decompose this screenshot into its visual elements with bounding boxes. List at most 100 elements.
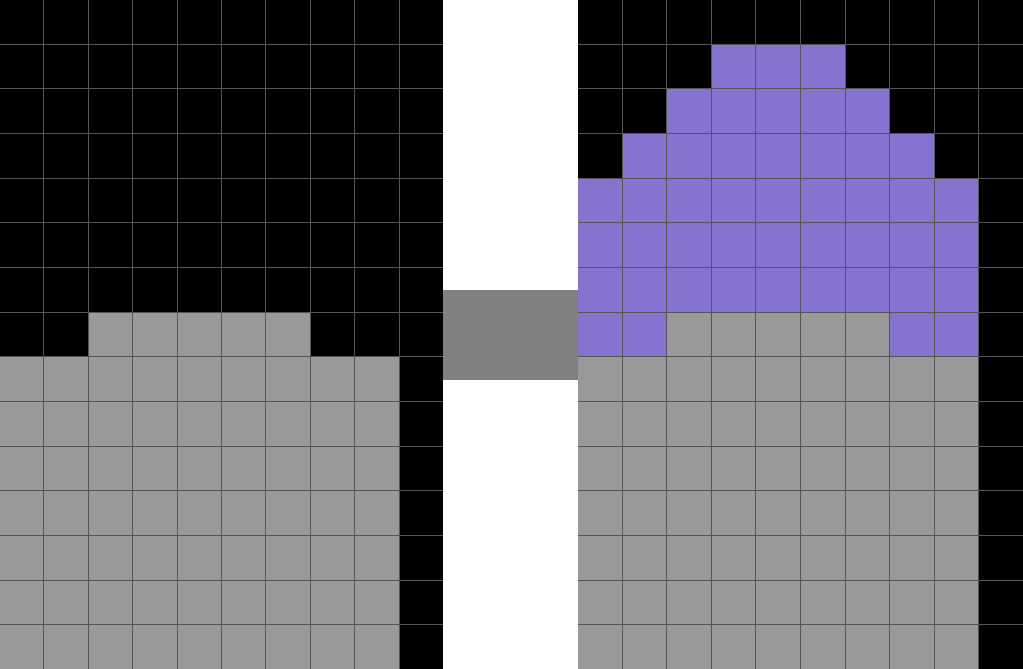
- grid-cell: [756, 0, 800, 44]
- grid-cell: [44, 44, 88, 89]
- grid-cell: [800, 402, 845, 446]
- grid-cell: [756, 312, 800, 357]
- grid-cell: [800, 89, 845, 133]
- grid-cell: [979, 402, 1023, 446]
- grid-cell: [355, 402, 399, 446]
- grid-cell: [0, 625, 44, 669]
- grid-cell: [88, 89, 133, 133]
- grid-cell: [0, 312, 44, 357]
- grid-cell: [266, 268, 310, 312]
- grid-cell: [310, 357, 355, 401]
- grid-cell: [578, 44, 622, 89]
- grid-cell: [845, 0, 890, 44]
- grid-cell: [222, 357, 266, 401]
- grid-cell: [177, 312, 221, 357]
- grid-cell: [88, 223, 133, 267]
- grid-cell: [667, 89, 711, 133]
- grid-cell: [578, 223, 622, 267]
- grid-cell: [979, 178, 1023, 223]
- grid-cell: [667, 491, 711, 535]
- grid-cell: [177, 268, 221, 312]
- grid-cell: [578, 536, 622, 580]
- grid-cell: [44, 402, 88, 446]
- grid-cell: [578, 446, 622, 491]
- grid-cell: [622, 536, 667, 580]
- grid-cell: [622, 446, 667, 491]
- grid-cell: [667, 178, 711, 223]
- grid-cell: [934, 357, 979, 401]
- grid-cell: [934, 268, 979, 312]
- grid-cell: [756, 223, 800, 267]
- grid-cell: [133, 223, 177, 267]
- grid-cell: [399, 357, 443, 401]
- grid-cell: [355, 446, 399, 491]
- grid-cell: [399, 625, 443, 669]
- grid-cell: [890, 89, 934, 133]
- grid-cell: [622, 580, 667, 625]
- grid-cell: [845, 268, 890, 312]
- grid-cell: [979, 536, 1023, 580]
- grid-cell: [177, 580, 221, 625]
- grid-cell: [44, 536, 88, 580]
- grid-cell: [177, 223, 221, 267]
- grid-cell: [133, 402, 177, 446]
- grid-cell: [578, 268, 622, 312]
- grid-cell: [44, 580, 88, 625]
- grid-cell: [667, 357, 711, 401]
- grid-cell: [310, 312, 355, 357]
- grid-cell: [133, 268, 177, 312]
- grid-cell: [222, 491, 266, 535]
- grid-cell: [845, 44, 890, 89]
- grid-cell: [800, 44, 845, 89]
- grid-cell: [890, 536, 934, 580]
- grid-cell: [800, 357, 845, 401]
- grid-cell: [756, 268, 800, 312]
- grid-cell: [177, 446, 221, 491]
- grid-cell: [177, 134, 221, 178]
- grid-cell: [622, 223, 667, 267]
- grid-cell: [0, 491, 44, 535]
- grid-cell: [845, 625, 890, 669]
- grid-cell: [578, 402, 622, 446]
- grid-cell: [310, 268, 355, 312]
- grid-cell: [667, 44, 711, 89]
- grid-cell: [800, 223, 845, 267]
- grid-cell: [88, 44, 133, 89]
- grid-cell: [310, 134, 355, 178]
- grid-cell: [177, 357, 221, 401]
- grid-cell: [44, 446, 88, 491]
- grid-cell: [578, 178, 622, 223]
- grid-cell: [133, 44, 177, 89]
- grid-cell: [0, 44, 44, 89]
- grid-cell: [622, 357, 667, 401]
- grid-cell: [0, 178, 44, 223]
- grid-cell: [979, 134, 1023, 178]
- grid-cell: [667, 223, 711, 267]
- grid-cell: [711, 491, 756, 535]
- grid-cell: [711, 580, 756, 625]
- grid-cell: [845, 134, 890, 178]
- grid-cell: [399, 178, 443, 223]
- grid-cell: [979, 491, 1023, 535]
- grid-cell: [44, 178, 88, 223]
- grid-cell: [0, 536, 44, 580]
- grid-cell: [711, 625, 756, 669]
- grid-cell: [934, 44, 979, 89]
- grid-cell: [578, 0, 622, 44]
- grid-cell: [845, 357, 890, 401]
- grid-cell: [800, 446, 845, 491]
- grid-cell: [0, 89, 44, 133]
- grid-cell: [622, 268, 667, 312]
- grid-cell: [578, 625, 622, 669]
- grid-cell: [711, 0, 756, 44]
- grid-cell: [177, 0, 221, 44]
- grid-cell: [266, 402, 310, 446]
- grid-cell: [756, 625, 800, 669]
- grid-cell: [667, 134, 711, 178]
- grid-cell: [979, 446, 1023, 491]
- grid-cell: [756, 402, 800, 446]
- grid-cell: [622, 89, 667, 133]
- grid-cell: [934, 625, 979, 669]
- input-grid: [0, 0, 443, 669]
- grid-cell: [890, 223, 934, 267]
